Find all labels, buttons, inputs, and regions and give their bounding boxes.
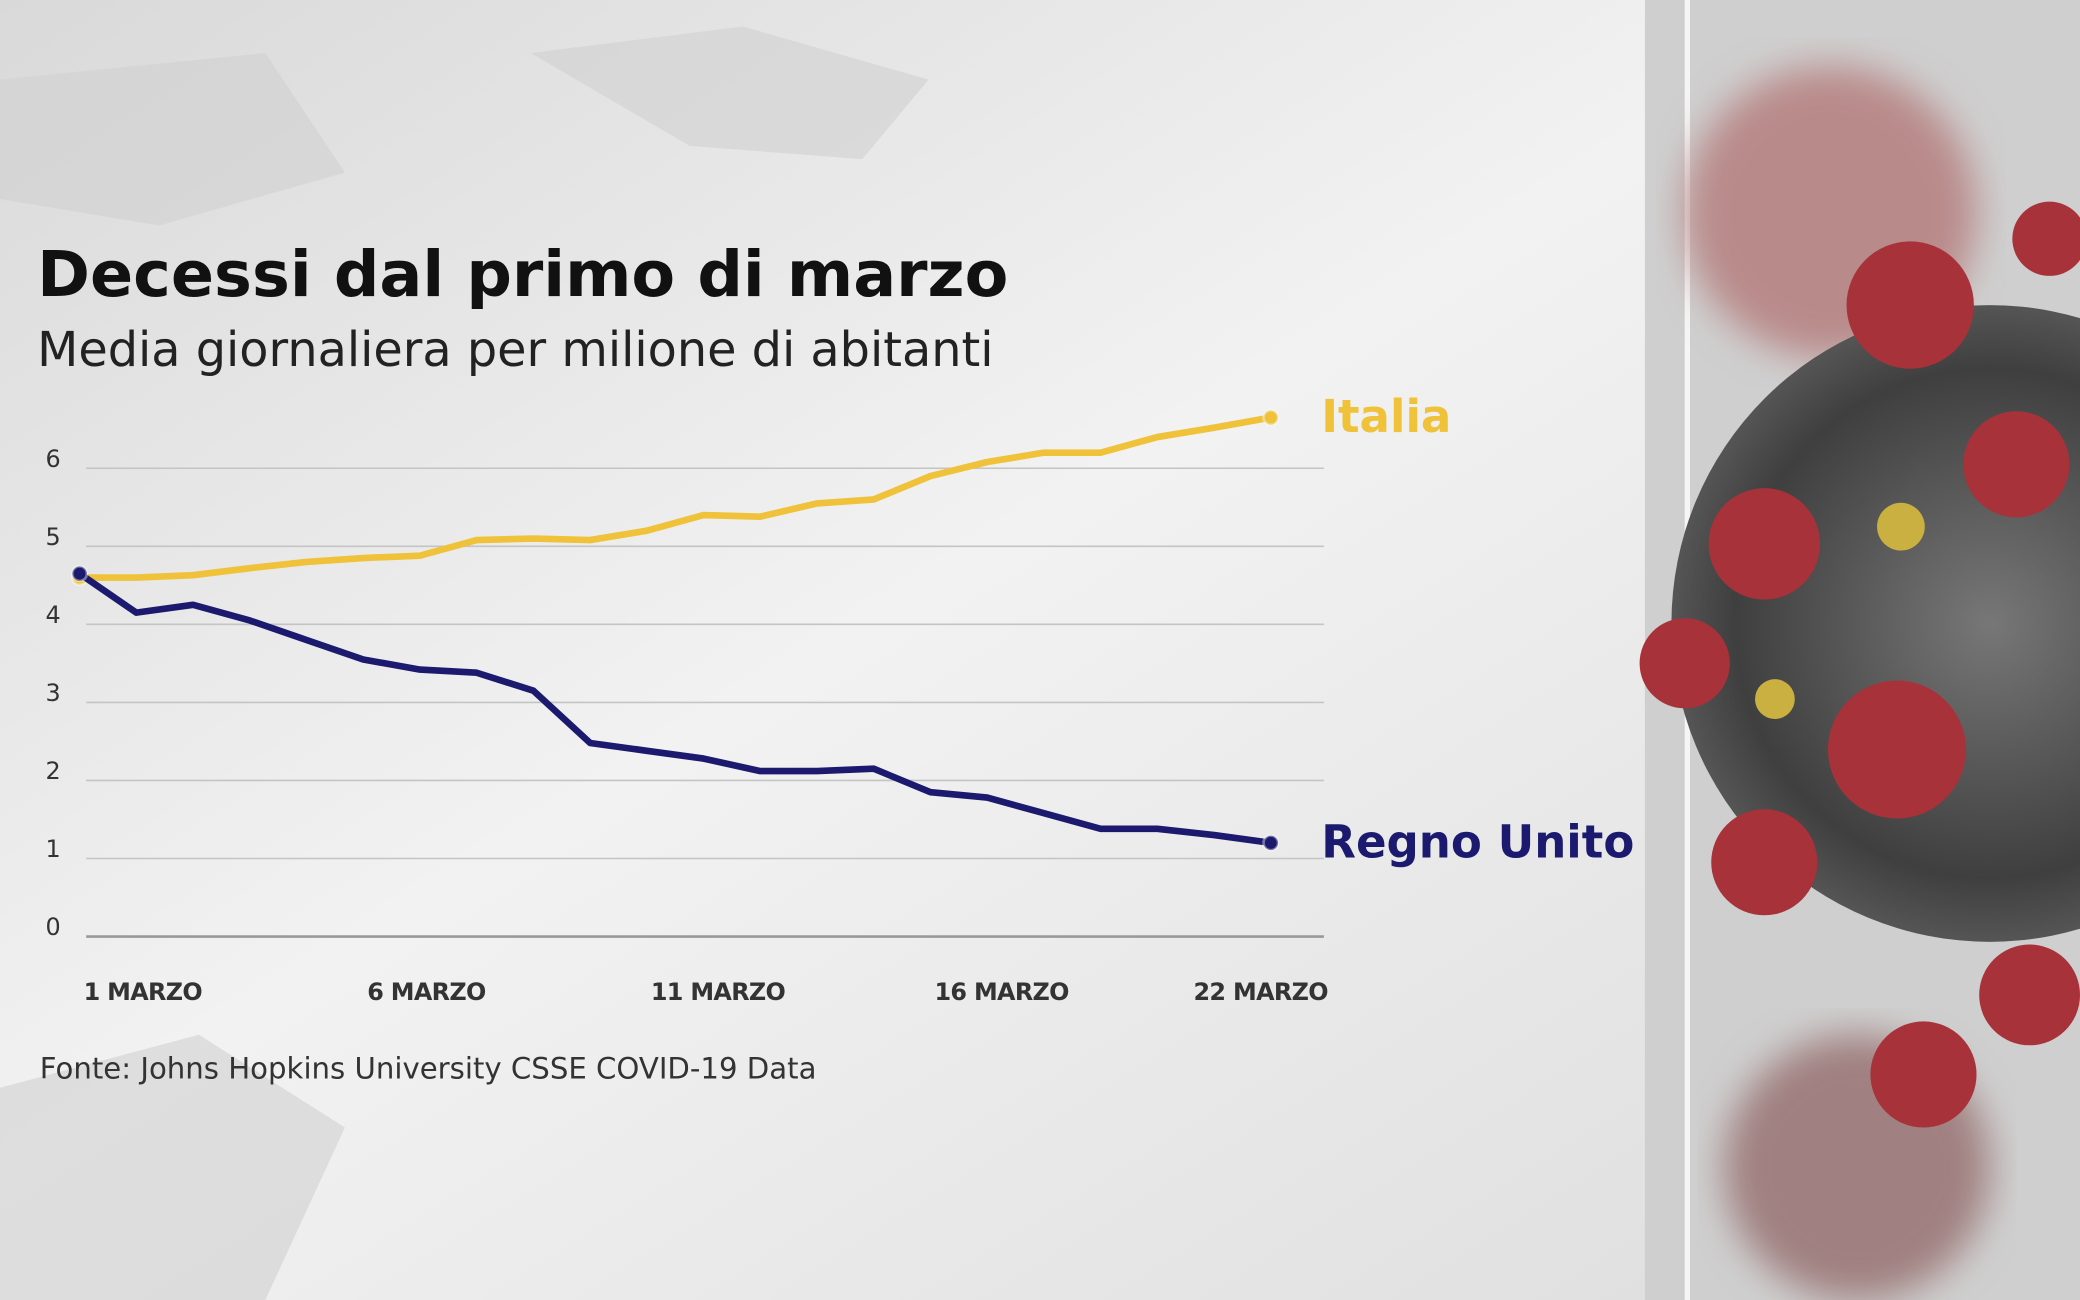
series-label: Italia: [1321, 390, 1451, 443]
virus-dots: [1755, 502, 1925, 719]
series-line: [76, 414, 1275, 581]
map-decoration: [0, 26, 929, 1300]
y-tick-label: 1: [45, 835, 60, 863]
series-label: Regno Unito: [1321, 816, 1634, 869]
y-tick-label: 0: [45, 913, 60, 941]
chart-title: Decessi dal primo di marzo: [37, 238, 1008, 312]
virus-spikes: [1639, 201, 2080, 1128]
x-tick-label: 1 MARZO: [84, 978, 203, 1006]
y-tick-label: 3: [45, 679, 60, 707]
y-tick-label: 6: [45, 445, 60, 473]
x-tick-label: 11 MARZO: [651, 978, 786, 1006]
series-line: [76, 570, 1275, 847]
end-point: [70, 565, 89, 583]
chart-subtitle: Media giornaliera per milione di abitant…: [37, 323, 993, 378]
y-tick-label: 4: [45, 601, 60, 629]
y-tick-label: 2: [45, 757, 60, 785]
x-tick-label: 6 MARZO: [367, 978, 486, 1006]
end-point: [1262, 408, 1280, 427]
source-note: Fonte: Johns Hopkins University CSSE COV…: [40, 1052, 817, 1086]
end-point: [1262, 834, 1280, 852]
y-tick-label: 5: [45, 523, 60, 551]
x-tick-label: 22 MARZO: [1193, 978, 1328, 1006]
virus-image: [1639, 0, 2080, 1300]
x-tick-label: 16 MARZO: [934, 978, 1069, 1006]
